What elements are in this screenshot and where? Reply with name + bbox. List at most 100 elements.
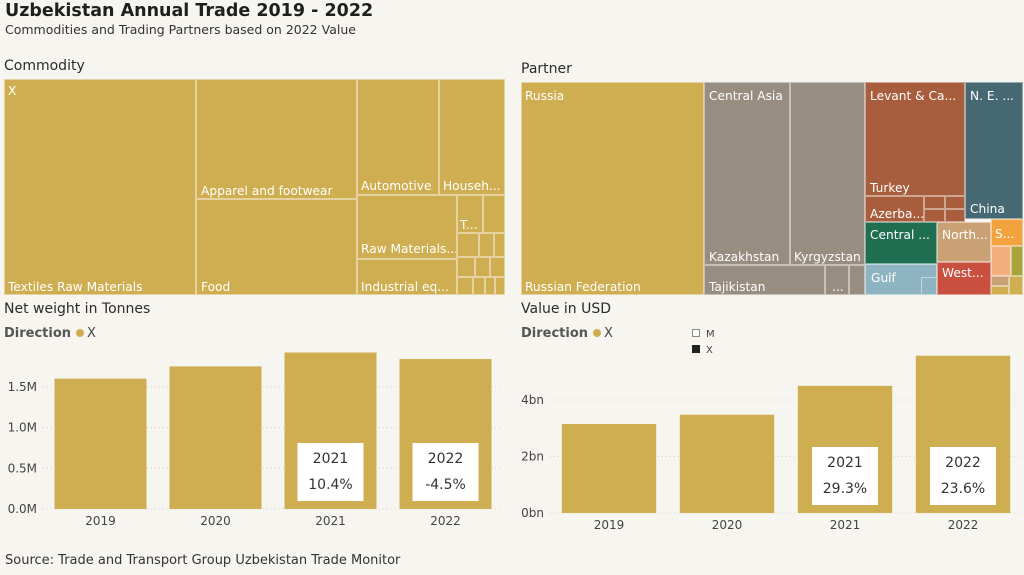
tile-label-textiles: Textiles Raw Materials [8,280,143,294]
legend-x-label: X [706,345,713,356]
callout-year: 2021 [827,455,863,471]
commodity-treemap: X Textiles Raw Materials Apparel and foo… [4,79,505,295]
legend-x-dot [593,329,602,337]
direction-label: Direction [521,326,589,341]
weight-legend: Direction X [4,326,96,341]
tile-label-levant: Levant & Ca... [870,89,957,103]
tile-small[interactable] [921,277,937,295]
direction-label: Direction [4,326,72,341]
tile-russian-federation[interactable]: Russia Russian Federation [521,82,704,295]
mini-legend-x[interactable]: X [692,345,713,356]
x-tick-label: 2020 [712,518,743,532]
change-callout [297,443,364,501]
tile-apparel-and-footwear[interactable]: Apparel and footwear [196,79,357,199]
tile-kazakhstan[interactable]: Central Asia Kazakhstan [704,82,790,265]
tile-label-russian-federation: Russian Federation [525,280,641,294]
bar-2019[interactable] [54,378,147,509]
tile-label-gulf: Gulf [871,271,896,285]
legend-x-dot [76,329,85,337]
y-tick-label: 0.0M [8,502,37,516]
bar-2020[interactable] [679,414,775,513]
tile-small[interactable] [924,209,945,222]
callout-year: 2021 [313,451,349,467]
callout-change: 29.3% [823,481,867,497]
tile-small[interactable] [924,196,945,209]
tile-small[interactable] [475,257,490,277]
tile-central-asia-other[interactable]: ... [825,265,849,295]
callout-change: -4.5% [425,477,466,493]
tile-kyrgyzstan[interactable]: Kyrgyzstan [790,82,865,265]
tile-household[interactable]: Househ... [439,79,505,195]
tile-small[interactable] [457,257,475,277]
tile-label-apparel: Apparel and footwear [201,184,333,198]
tile-small[interactable] [991,246,1011,276]
tile-label-raw-materials: Raw Materials... [361,242,457,256]
tile-s[interactable]: S... [991,219,1023,246]
tile-small[interactable] [1011,246,1023,276]
x-tick-label: 2020 [200,514,231,528]
x-tick-label: 2019 [85,514,116,528]
tile-label-ne-asia: N. E. ... [970,89,1014,103]
weight-section-title: Net weight in Tonnes [4,301,151,317]
tile-north[interactable]: North... [937,222,991,262]
tile-t[interactable]: T... [457,195,483,233]
tile-small[interactable] [485,277,495,295]
bar-2019[interactable] [561,424,657,513]
callout-change: 23.6% [941,481,985,497]
source-note: Source: Trade and Transport Group Uzbeki… [5,553,401,568]
tile-small[interactable] [495,277,505,295]
callout-year: 2022 [428,451,464,467]
y-tick-label: 2bn [521,450,544,464]
legend-m-box [692,329,700,337]
tile-small[interactable] [457,277,473,295]
tile-raw-materials[interactable]: Raw Materials... [357,195,457,259]
value-legend: Direction X [521,326,613,341]
x-tick-label: 2021 [830,518,861,532]
bar-2020[interactable] [169,366,262,509]
tile-label-azerbaijan: Azerba... [870,207,924,221]
tile-small[interactable] [945,209,965,222]
tile-textiles-raw-materials[interactable]: X Textiles Raw Materials [4,79,196,295]
tile-small[interactable] [479,233,494,257]
value-section-title: Value in USD [521,301,612,317]
legend-m-label: M [706,329,715,340]
tile-small[interactable] [483,195,505,233]
tile-small[interactable] [991,286,1009,295]
y-tick-label: 1.0M [8,421,37,435]
tile-small[interactable] [490,257,505,277]
tile-industrial-equipment[interactable]: Industrial eq... [357,259,457,295]
tile-china[interactable]: N. E. ... China [965,82,1023,219]
tile-turkey[interactable]: Levant & Ca... Turkey [865,82,965,196]
tile-small[interactable] [991,276,1009,286]
tile-automotive[interactable]: Automotive [357,79,439,195]
tile-label-tajikistan: Tajikistan [709,280,766,294]
legend-x-box [692,345,700,353]
tile-label-russia: Russia [525,89,565,103]
y-tick-label: 0.5M [8,461,37,475]
y-tick-label: 0bn [521,506,544,520]
tile-label-t: T... [460,218,478,232]
tile-label-china: China [970,202,1005,216]
tile-label-household: Househ... [443,179,501,193]
x-tick-label: 2022 [948,518,979,532]
change-callout [812,447,878,505]
tile-west[interactable]: West... [937,262,991,295]
tile-small[interactable] [945,196,965,209]
y-tick-label: 4bn [521,393,544,407]
tile-small[interactable] [1009,276,1023,295]
tile-small[interactable] [473,277,485,295]
tile-label-ellipsis: ... [832,280,844,294]
tile-small[interactable] [494,233,505,257]
mini-legend-m[interactable]: M [692,329,715,340]
x-tick-label: 2021 [315,514,346,528]
tile-label-west: West... [942,266,984,280]
tile-tajikistan[interactable]: Tajikistan [704,265,825,295]
tile-small[interactable] [457,233,479,257]
tile-food[interactable]: Food [196,199,357,295]
tile-small[interactable] [849,265,865,295]
tile-central-europe[interactable]: Central ... [865,222,937,264]
page-subtitle: Commodities and Trading Partners based o… [5,22,356,37]
tile-label-kyrgyzstan: Kyrgyzstan [794,250,861,264]
tile-azerbaijan[interactable]: Azerba... [865,196,924,222]
tile-label-automotive: Automotive [361,179,432,193]
